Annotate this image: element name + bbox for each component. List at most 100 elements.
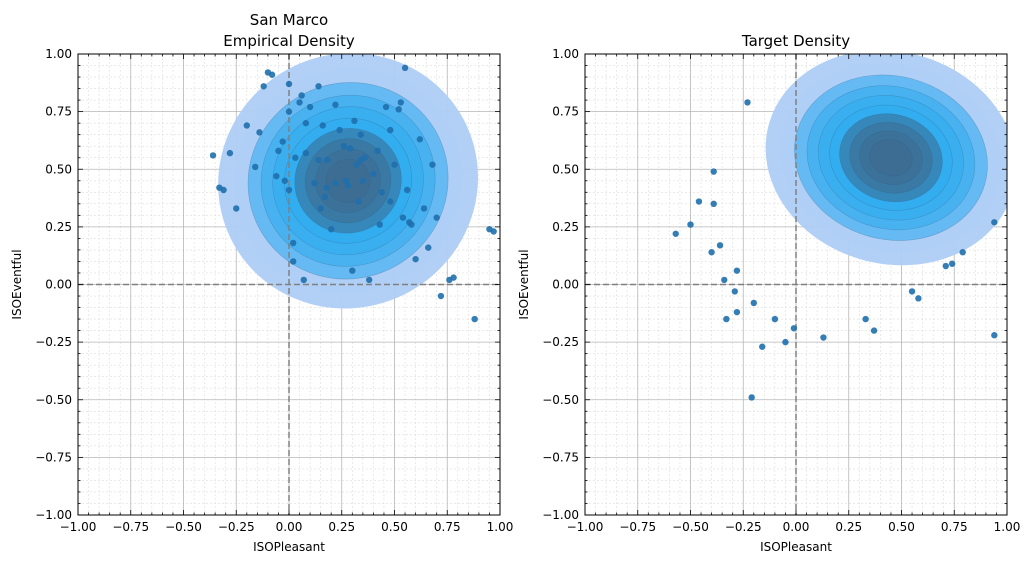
data-point bbox=[256, 129, 263, 136]
data-point bbox=[252, 163, 259, 171]
x-tick-label: −0.75 bbox=[112, 520, 149, 534]
data-point bbox=[399, 214, 407, 221]
data-point bbox=[292, 154, 299, 161]
data-point bbox=[332, 179, 339, 187]
data-point bbox=[942, 262, 950, 270]
data-points bbox=[209, 64, 497, 323]
data-point bbox=[336, 126, 343, 134]
data-point bbox=[408, 221, 415, 228]
data-point bbox=[490, 228, 497, 235]
y-axis-label: ISOEventful bbox=[517, 249, 531, 319]
data-point bbox=[695, 198, 703, 205]
data-point bbox=[209, 152, 217, 159]
data-point bbox=[387, 126, 394, 134]
chart-title: Target Density bbox=[741, 32, 850, 50]
data-point bbox=[395, 106, 402, 113]
data-point bbox=[361, 154, 369, 161]
x-tick-label: −0.50 bbox=[672, 520, 709, 534]
x-tick-label: 1.00 bbox=[994, 520, 1021, 534]
data-point bbox=[790, 325, 798, 332]
data-point bbox=[323, 184, 331, 191]
data-point bbox=[319, 122, 326, 129]
data-point bbox=[285, 80, 293, 88]
x-tick-label: 0.00 bbox=[783, 520, 810, 534]
y-tick-label: 0.50 bbox=[552, 162, 579, 176]
data-point bbox=[344, 182, 352, 189]
data-point bbox=[346, 145, 354, 152]
data-point bbox=[391, 161, 398, 168]
y-tick-label: −0.25 bbox=[542, 335, 579, 349]
x-tick-label: 0.75 bbox=[434, 520, 461, 534]
data-point bbox=[908, 288, 916, 295]
data-point bbox=[723, 315, 730, 323]
data-point bbox=[302, 119, 310, 127]
data-point bbox=[220, 186, 227, 194]
data-point bbox=[721, 276, 728, 284]
data-point bbox=[365, 276, 373, 284]
data-point bbox=[378, 189, 386, 196]
x-tick-label: 1.00 bbox=[487, 520, 514, 534]
x-tick-label: 0.25 bbox=[328, 520, 355, 534]
data-point bbox=[991, 332, 998, 339]
data-point bbox=[317, 205, 324, 212]
data-point bbox=[687, 221, 694, 228]
data-point bbox=[420, 205, 428, 212]
data-point bbox=[290, 258, 297, 265]
x-axis-label: ISOPleasant bbox=[760, 540, 832, 554]
y-tick-label: −0.50 bbox=[35, 393, 72, 407]
x-tick-label: 0.75 bbox=[941, 520, 968, 534]
data-point bbox=[359, 177, 367, 184]
data-point bbox=[387, 198, 394, 205]
data-point bbox=[748, 394, 755, 401]
data-point bbox=[332, 101, 339, 108]
data-point bbox=[357, 131, 364, 138]
x-tick-label: −1.00 bbox=[567, 520, 604, 534]
data-point bbox=[306, 103, 314, 111]
y-tick-label: 0.75 bbox=[552, 105, 579, 119]
data-point bbox=[279, 138, 286, 145]
data-point bbox=[298, 92, 305, 99]
x-tick-label: −0.50 bbox=[165, 520, 202, 534]
data-point bbox=[351, 117, 358, 125]
data-point bbox=[870, 327, 878, 334]
data-point bbox=[315, 156, 322, 164]
chart-1: −1.00 −0.75 −0.50 −0.25 0.00 0.25 0.50 0.75 1.00… bbox=[10, 11, 514, 554]
data-point bbox=[948, 260, 956, 267]
y-tick-label: 0.00 bbox=[45, 278, 72, 292]
data-point bbox=[374, 147, 381, 155]
data-point bbox=[285, 186, 293, 194]
data-point bbox=[311, 179, 318, 187]
data-point bbox=[959, 249, 966, 256]
y-tick-label: 0.25 bbox=[552, 220, 579, 234]
data-point bbox=[382, 103, 390, 111]
x-tick-label: −0.75 bbox=[619, 520, 656, 534]
data-point bbox=[321, 193, 329, 201]
data-point bbox=[733, 308, 741, 316]
data-points bbox=[672, 99, 998, 401]
data-point bbox=[302, 149, 310, 157]
data-point bbox=[268, 71, 276, 78]
data-point bbox=[425, 244, 432, 251]
data-point bbox=[275, 147, 282, 155]
data-point bbox=[300, 276, 307, 284]
data-point bbox=[771, 315, 779, 323]
x-tick-label: 0.50 bbox=[888, 520, 915, 534]
data-point bbox=[731, 288, 739, 295]
data-point bbox=[273, 172, 280, 180]
data-point bbox=[416, 136, 424, 143]
data-point bbox=[716, 242, 724, 249]
data-point bbox=[353, 161, 360, 168]
data-point bbox=[323, 156, 331, 164]
x-axis-label: ISOPleasant bbox=[253, 540, 325, 554]
data-point bbox=[328, 225, 335, 233]
data-point bbox=[750, 299, 757, 307]
data-point bbox=[355, 198, 362, 205]
chart-title: Empirical Density bbox=[223, 32, 355, 50]
density-contours bbox=[765, 54, 1007, 266]
data-point bbox=[759, 343, 766, 350]
data-point bbox=[991, 219, 998, 226]
data-point bbox=[281, 177, 288, 184]
y-tick-label: −0.50 bbox=[542, 393, 579, 407]
data-point bbox=[820, 334, 827, 341]
data-point bbox=[862, 315, 869, 323]
